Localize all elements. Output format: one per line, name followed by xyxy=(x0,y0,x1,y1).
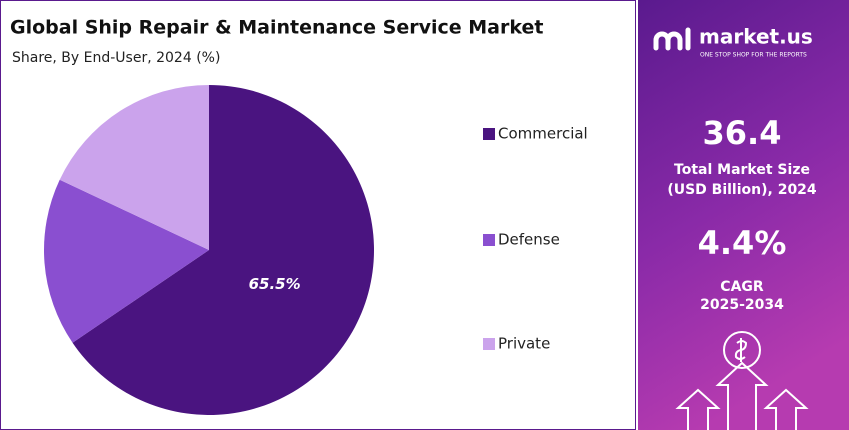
cagr-label: 2025-2034 xyxy=(700,297,784,313)
market-size: 36.4 xyxy=(703,114,782,152)
pie-slice xyxy=(43,179,209,343)
legend-label: Defense xyxy=(498,231,560,249)
market-size-label: (USD Billion), 2024 xyxy=(667,182,817,198)
tagline: ONE STOP SHOP FOR THE REPORTS xyxy=(700,52,807,59)
legend-label: Commercial xyxy=(498,125,588,143)
legend-label: Private xyxy=(498,335,550,353)
chart-subtitle: Share, By End-User, 2024 (%) xyxy=(12,50,220,66)
decor-arrows xyxy=(675,331,809,430)
pie-slice xyxy=(72,85,375,415)
cagr: 4.4% xyxy=(698,224,787,262)
cagr-label: CAGR xyxy=(720,279,764,295)
logo-icon xyxy=(653,27,691,51)
brand: market.us xyxy=(699,25,813,49)
legend-swatch xyxy=(483,338,495,350)
legend-swatch xyxy=(483,128,495,140)
data-label: 65.5% xyxy=(249,275,301,293)
legend-swatch xyxy=(483,234,495,246)
chart-title: Global Ship Repair & Maintenance Service… xyxy=(10,17,543,39)
market-size-label: Total Market Size xyxy=(674,162,810,178)
pie-slice xyxy=(59,85,209,250)
